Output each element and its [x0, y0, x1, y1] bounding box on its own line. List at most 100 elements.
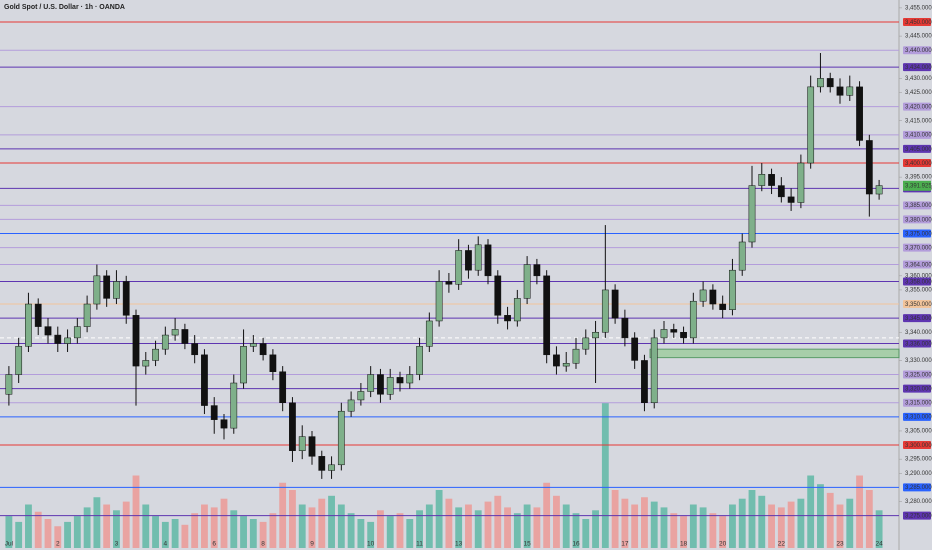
volume-bar: [865, 490, 873, 548]
candle-body: [836, 86, 844, 96]
level-tag: [903, 46, 931, 55]
candle-body: [621, 317, 629, 339]
price-tag: [903, 180, 931, 191]
volume-bar: [298, 504, 306, 548]
candle-body: [259, 343, 267, 356]
candle-body: [240, 346, 247, 384]
volume-bar: [582, 519, 590, 548]
candle-body: [298, 436, 306, 451]
candle-body: [513, 298, 521, 322]
candle-body: [181, 329, 189, 344]
level-tag: [903, 441, 931, 450]
candle-body: [748, 185, 756, 243]
x-tick-label: 3: [115, 541, 119, 548]
volume-bar: [807, 475, 815, 548]
x-tick-label: 18: [680, 541, 688, 548]
volume-bar: [553, 495, 560, 548]
candle-body: [856, 86, 863, 141]
level-tag: [903, 370, 931, 379]
candle-body: [425, 320, 433, 347]
candle-body: [631, 337, 639, 361]
volume-bar: [611, 490, 619, 548]
candle-body: [201, 354, 208, 406]
candle-body: [582, 337, 590, 350]
volume-bar: [738, 498, 746, 548]
volume-bar: [787, 501, 795, 548]
level-tag: [903, 277, 931, 286]
level-tag: [903, 159, 931, 168]
level-tag: [903, 483, 931, 492]
volume-bar: [631, 504, 639, 548]
volume-bar: [689, 504, 697, 548]
volume-bar: [592, 510, 599, 548]
candle-body: [680, 331, 687, 339]
level-tag: [903, 511, 931, 520]
y-tick-label: 3,445.000: [905, 34, 932, 40]
y-tick-label: 3,395.000: [905, 175, 932, 181]
level-label: 3,336.000: [905, 341, 932, 347]
volume-bar: [826, 492, 834, 548]
volume-bar: [758, 495, 766, 548]
candle-body: [777, 185, 785, 198]
volume-bar: [513, 513, 521, 548]
volume-bar: [5, 516, 13, 548]
candle-body: [572, 348, 580, 364]
volume-bar: [484, 501, 492, 548]
candle-body: [435, 281, 443, 322]
candle-body: [641, 360, 648, 404]
volume-bar: [729, 504, 736, 548]
level-tag: [903, 339, 931, 348]
candle-body: [523, 264, 531, 299]
volume-bar: [396, 513, 404, 548]
volume-bar: [680, 516, 687, 548]
volume-bar: [25, 504, 32, 548]
volume-bar: [474, 510, 482, 548]
candle-body: [15, 346, 23, 375]
level-label: 3,350.000: [905, 302, 932, 308]
volume-bar: [836, 504, 844, 548]
volume-bar: [523, 504, 531, 548]
candle-body: [553, 354, 560, 367]
volume-bar: [562, 504, 570, 548]
candle-body: [328, 464, 335, 471]
candle-body: [220, 419, 228, 429]
volume-bar: [201, 504, 208, 548]
candle-body: [269, 354, 277, 372]
candle-body: [113, 281, 120, 299]
volume-bar: [670, 513, 678, 548]
level-tag: [903, 144, 931, 153]
volume-bar: [533, 507, 541, 548]
volume-bar: [103, 504, 111, 548]
volume-bar: [171, 519, 179, 548]
y-tick-label: 3,305.000: [905, 429, 932, 435]
volume-bar: [875, 510, 883, 548]
volume-bar: [269, 513, 277, 548]
candle-body: [494, 275, 502, 316]
volume-bar: [455, 507, 463, 548]
volume-bar: [220, 498, 228, 548]
candle-body: [396, 377, 404, 384]
candle-body: [161, 334, 169, 350]
level-tag: [903, 229, 931, 238]
x-tick-label: 10: [367, 541, 375, 548]
volume-bar: [318, 498, 326, 548]
candle-body: [152, 348, 159, 361]
candle-body: [846, 86, 854, 96]
level-tag: [903, 243, 931, 252]
volume-bar: [240, 516, 247, 548]
level-label: 3,364.000: [905, 262, 932, 268]
level-label: 3,320.000: [905, 387, 932, 393]
level-label: 3,370.000: [905, 246, 932, 252]
x-tick-label: 15: [523, 541, 531, 548]
level-label: 3,375.000: [905, 231, 932, 237]
x-tick-label: 20: [719, 541, 727, 548]
volume-bar: [699, 507, 707, 548]
volume-bar: [856, 475, 863, 548]
volume-bar: [347, 513, 355, 548]
candle-body: [807, 86, 815, 164]
x-tick-label: 13: [455, 541, 463, 548]
level-tag: [903, 63, 931, 72]
candle-body: [787, 196, 795, 203]
level-label: 3,345.000: [905, 316, 932, 322]
